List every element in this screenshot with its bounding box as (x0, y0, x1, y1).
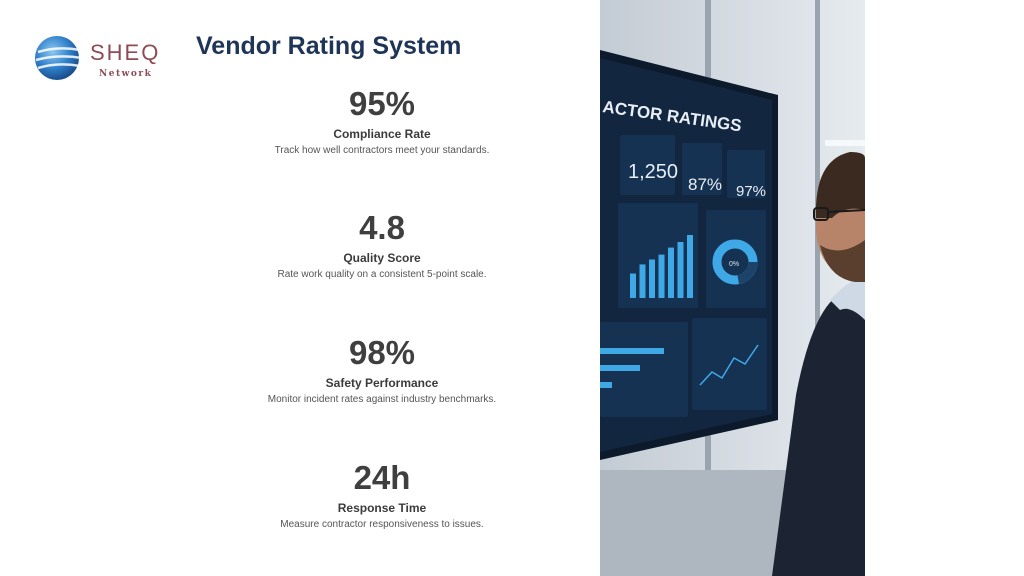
person-silhouette (772, 290, 865, 576)
logo-wordmark: SHEQ (90, 40, 161, 65)
stat-description: Measure contractor responsiveness to iss… (280, 519, 484, 530)
screen-bar (658, 254, 665, 298)
logo-subtitle: Network (99, 69, 153, 79)
stat-value: 98% (348, 334, 416, 371)
screen-kpi: 97% (736, 183, 766, 200)
stat-value: 24h (353, 459, 411, 496)
stat-label: Compliance Rate (333, 127, 431, 141)
stat-value: 4.8 (359, 209, 405, 246)
screen-bar (630, 273, 636, 298)
globe-icon (35, 36, 82, 80)
screen-kpi: 1,250 (628, 161, 678, 183)
stat-value: 95% (348, 85, 416, 122)
sheq-logo: SHEQ Network (34, 34, 164, 84)
screen-bar (639, 264, 646, 298)
stat-label: Safety Performance (325, 376, 439, 390)
screen-bar (649, 259, 655, 298)
stat-quality-score: 4.8 Quality Score Rate work quality on a… (182, 208, 582, 280)
screen-bar-chart (630, 235, 693, 298)
stat-description: Track how well contractors meet your sta… (274, 145, 490, 156)
screen-line-chart (699, 344, 759, 386)
screen-kpi: 87% (688, 175, 722, 194)
stat-description: Rate work quality on a consistent 5-poin… (277, 269, 487, 280)
screen-donut-label: 0% (729, 261, 739, 268)
stat-compliance-rate: 95% Compliance Rate Track how well contr… (182, 84, 582, 156)
page-title: Vendor Rating System (196, 32, 462, 60)
screen-bar (677, 242, 684, 298)
glasses-icon (813, 207, 829, 221)
stat-description: Monitor incident rates against industry … (267, 394, 497, 405)
screen-bar (687, 235, 693, 298)
right-margin (865, 0, 1024, 576)
stat-label: Response Time (337, 501, 427, 515)
stat-label: Quality Score (343, 251, 421, 265)
screen-bar (668, 247, 674, 298)
dashboard-photo: ACTOR RATINGS 1,250 87% 97% 0% (600, 0, 865, 576)
stat-response-time: 24h Response Time Measure contractor res… (182, 458, 582, 530)
stat-safety-performance: 98% Safety Performance Monitor incident … (182, 333, 582, 405)
